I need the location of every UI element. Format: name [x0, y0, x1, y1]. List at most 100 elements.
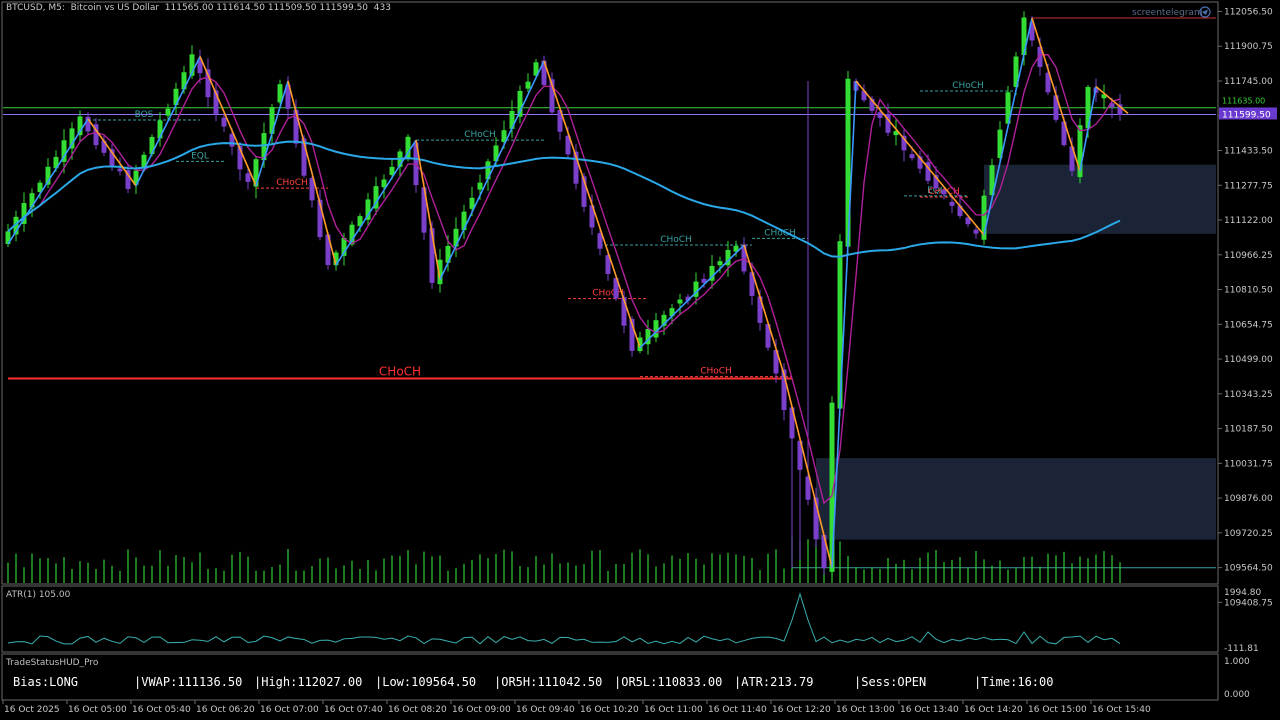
price-tick-label: 111277.75: [1224, 181, 1273, 191]
candle-body: [901, 135, 907, 151]
price-tick-label: 111900.75: [1224, 42, 1273, 52]
atr-label: ATR(1) 105.00: [6, 590, 71, 600]
hud-pane-border: [1, 653, 1219, 701]
level-label: CHoCH: [464, 130, 496, 140]
candle-body: [773, 350, 779, 374]
candle-body: [893, 131, 899, 136]
atr-series: [7, 592, 1121, 645]
time-tick-label: 16 Oct 13:40: [900, 705, 959, 715]
candle-body: [229, 133, 235, 147]
candle-body: [1077, 125, 1083, 178]
hud-low: |Low:109564.50: [375, 675, 477, 689]
candle-body: [1045, 72, 1051, 93]
time-tick-label: 16 Oct 13:00: [836, 705, 895, 715]
candle-body: [165, 108, 171, 116]
candle-body: [869, 98, 875, 111]
candle-body: [197, 59, 203, 74]
candle-body: [301, 138, 307, 176]
candle-body: [733, 245, 739, 252]
candle-body: [285, 85, 291, 109]
price-tick-label: 110343.25: [1224, 390, 1273, 400]
candle-body: [989, 165, 995, 196]
candle-body: [741, 244, 747, 272]
candle-body: [629, 318, 635, 351]
time-tick-label: 16 Oct 07:40: [324, 705, 383, 715]
hud-tick-label: 1.000: [1224, 657, 1250, 667]
candle-body: [805, 476, 811, 500]
price-tick-label: 109564.50: [1224, 564, 1273, 574]
atr-tick-label: 1994.80: [1224, 588, 1261, 598]
time-tick-label: 16 Oct 06:20: [196, 705, 255, 715]
candle-body: [357, 216, 363, 227]
level-label: CHoCH: [660, 235, 692, 245]
level-label: EQL: [927, 186, 945, 196]
candle-body: [813, 497, 819, 540]
telegram-icon: [1199, 6, 1211, 18]
candle-body: [117, 168, 123, 172]
candle-body: [573, 151, 579, 184]
time-tick-label: 16 Oct 09:00: [452, 705, 511, 715]
candle-body: [1053, 95, 1059, 120]
candle-body: [765, 324, 771, 348]
level-label: CHoCH: [952, 81, 984, 91]
candle-body: [501, 130, 507, 143]
price-tick-label: 111122.00: [1224, 216, 1273, 226]
price-tick-label: 111745.00: [1224, 77, 1273, 87]
zigzag-segment: [415, 139, 441, 280]
candle-body: [13, 216, 19, 235]
candle-body: [173, 88, 179, 106]
hud-or-high: |OR5H:111042.50: [494, 675, 603, 689]
candle-body: [469, 197, 475, 209]
candle-body: [677, 299, 683, 304]
atr-tick-label: -111.81: [1224, 644, 1259, 654]
time-tick-label: 16 Oct 08:20: [388, 705, 447, 715]
candle-body: [149, 136, 155, 155]
candle-body: [701, 278, 707, 283]
candle-body: [613, 278, 619, 299]
candle-body: [997, 129, 1003, 158]
candle-body: [1005, 92, 1011, 124]
price-tick-label: 109408.75: [1224, 598, 1273, 608]
candle-body: [973, 229, 979, 234]
candle-body: [645, 328, 651, 345]
candle-body: [749, 272, 755, 296]
candle-body: [45, 166, 51, 185]
candle-body: [909, 154, 915, 159]
candle-body: [37, 182, 43, 193]
structure-levels: CHoCH BOS EQL CHoCH CHoCH CHoCH CHoCH CHoCH CHoC…: [3, 17, 1216, 569]
zigzag-segment: [1079, 86, 1097, 172]
candle-body: [549, 79, 555, 113]
candle-body: [381, 179, 387, 188]
candle-body: [981, 195, 987, 240]
current-price-box: [1219, 107, 1277, 120]
candle-body: [237, 146, 243, 170]
candle-body: [1085, 86, 1091, 129]
time-tick-label: 16 Oct 12:20: [772, 705, 831, 715]
order-block-zone: [984, 164, 1216, 234]
candle-body: [957, 205, 963, 216]
candle-body: [349, 224, 355, 245]
candle-body: [533, 62, 539, 76]
candle-body: [605, 255, 611, 274]
level-label: CHoCH: [700, 367, 732, 377]
candle-body: [885, 113, 891, 133]
zigzag-segment: [743, 244, 785, 375]
zigzag-segment: [135, 56, 201, 187]
candle-body: [821, 535, 827, 569]
candle-body: [93, 124, 99, 146]
time-tick-label: 16 Oct 07:00: [260, 705, 319, 715]
vwap-line: [7, 140, 1121, 258]
zigzag-segment: [255, 80, 289, 187]
candle-body: [693, 281, 699, 297]
price-tick-label: 110187.50: [1224, 425, 1273, 435]
time-tick-label: 16 Oct 11:00: [644, 705, 703, 715]
zigzag-segment: [87, 118, 137, 187]
candle-body: [389, 166, 395, 176]
candle-body: [445, 245, 451, 263]
zigzag-lines: [7, 17, 1129, 568]
candle-body: [597, 233, 603, 249]
candle-body: [453, 228, 459, 247]
candle-body: [309, 178, 315, 201]
candle-body: [29, 193, 35, 208]
